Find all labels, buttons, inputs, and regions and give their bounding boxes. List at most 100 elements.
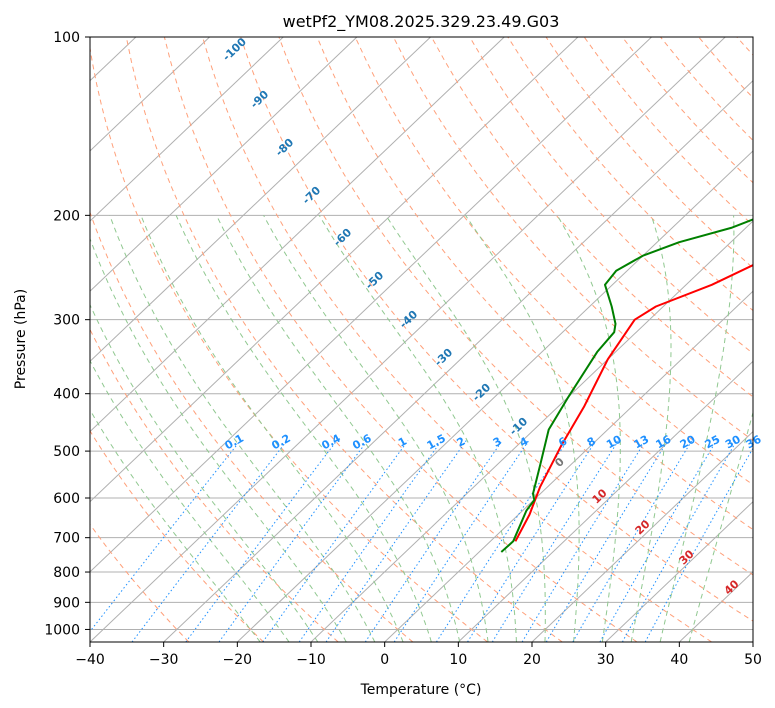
isotherm-line <box>678 571 753 642</box>
isotherm-label: -90 <box>248 88 272 111</box>
dry-adiabat-line <box>698 37 753 99</box>
isotherm-line <box>457 360 753 642</box>
mixing-ratio-line <box>621 440 738 642</box>
x-tick-label: 0 <box>380 652 389 668</box>
dry-adiabat-line <box>736 37 753 56</box>
isotherm-line <box>90 37 726 642</box>
isotherm-label: 10 <box>590 486 610 506</box>
isotherm-line <box>90 37 358 292</box>
mixing-ratio-label: 25 <box>703 433 723 452</box>
isotherm-line <box>605 500 753 642</box>
mixing-ratio-line <box>131 440 288 642</box>
background-lines <box>0 37 753 642</box>
mixing-ratio-line <box>521 440 647 642</box>
mixing-ratio-label: 10 <box>604 432 624 451</box>
moist-adiabat-line <box>556 215 621 642</box>
y-tick-label: 1000 <box>44 622 80 638</box>
x-tick-label: −40 <box>75 652 105 668</box>
moist-adiabat-line <box>90 237 347 642</box>
isotherm-label: -70 <box>300 184 324 207</box>
isotherm-label: -20 <box>470 381 494 404</box>
x-tick-label: −20 <box>223 652 253 668</box>
moist-adiabat-line <box>90 359 290 642</box>
moist-adiabat-line <box>175 215 432 642</box>
isotherm-label: -80 <box>273 136 297 159</box>
chart-title: wetPf2_YM08.2025.329.23.49.G03 <box>283 12 560 32</box>
mixing-ratio-line <box>545 440 669 642</box>
isotherm-line <box>90 37 652 573</box>
dry-adiabat-line <box>163 37 638 642</box>
mixing-ratio-line <box>364 440 503 642</box>
moist-adiabat-line <box>90 408 261 642</box>
mixing-ratio-label: 30 <box>723 432 743 451</box>
axis-ticks: −40 −30 −20 −10 0 10 20 30 40 5010020030040050060… <box>44 30 762 668</box>
x-tick-label: 40 <box>670 652 688 668</box>
isotherm-label: -40 <box>397 308 421 331</box>
moist-adiabat-line <box>465 215 580 642</box>
y-tick-label: 600 <box>53 491 80 507</box>
x-tick-label: 10 <box>449 652 467 668</box>
dry-adiabat-line <box>621 37 753 184</box>
isotherm-label: -60 <box>331 226 355 249</box>
mixing-ratio-line <box>185 440 338 642</box>
dry-adiabat-line <box>660 37 753 142</box>
isotherm-line <box>0 37 62 642</box>
isotherm-line <box>90 37 210 152</box>
mixing-ratio-label: 8 <box>585 434 598 449</box>
mixing-ratio-line <box>644 447 753 642</box>
mixing-ratio-label: 20 <box>678 432 698 451</box>
moist-adiabat-line <box>318 215 517 642</box>
dry-adiabat-line <box>240 37 753 622</box>
dry-adiabat-line <box>583 37 753 226</box>
y-tick-label: 400 <box>53 387 80 403</box>
mixing-ratio-line <box>491 440 619 642</box>
isotherm-label: 40 <box>722 577 742 597</box>
dry-adiabat-line <box>90 45 488 642</box>
dry-adiabat-line <box>90 211 414 642</box>
moist-adiabat-line <box>659 215 735 642</box>
mixing-ratio-line <box>572 440 693 642</box>
isotherm-line <box>163 80 753 642</box>
temperature-line <box>514 264 753 542</box>
mixing-ratio-line <box>298 440 443 642</box>
dry-adiabat-line <box>90 328 339 642</box>
x-tick-label: −30 <box>149 652 179 668</box>
mixing-ratio-line <box>218 440 368 642</box>
isotherm-line <box>90 37 579 503</box>
x-tick-label: 20 <box>523 652 541 668</box>
y-tick-label: 300 <box>53 313 80 329</box>
isotherm-line <box>90 37 505 433</box>
y-tick-label: 500 <box>53 444 80 460</box>
isotherm-line <box>384 290 753 642</box>
isotherm-label: -30 <box>432 346 456 369</box>
dry-adiabat-line <box>125 37 563 642</box>
isotherm-line <box>531 430 753 642</box>
moist-adiabat-line <box>263 215 489 642</box>
mixing-ratio-label: 1 <box>396 434 409 449</box>
mixing-ratio-label: 13 <box>632 433 652 452</box>
dry-adiabat-line <box>90 429 264 642</box>
isotherm-label: 0 <box>552 455 567 470</box>
isotherm-line <box>236 150 753 642</box>
moist-adiabat-line <box>688 410 753 642</box>
y-tick-label: 900 <box>53 595 80 611</box>
mixing-ratio-label: 4 <box>517 434 530 449</box>
mixing-ratio-label: 1.5 <box>425 432 448 453</box>
isotherm-line <box>90 37 284 222</box>
mixing-ratio-line <box>90 440 241 633</box>
dewpoint-line <box>500 218 753 553</box>
dry-adiabat-line <box>354 37 753 486</box>
dry-adiabat-line <box>202 37 712 642</box>
y-tick-label: 700 <box>53 531 80 547</box>
dry-adiabat-line <box>392 37 753 442</box>
x-tick-label: −10 <box>296 652 326 668</box>
x-tick-label: 30 <box>597 652 615 668</box>
mixing-ratio-label: 0.2 <box>269 432 292 453</box>
x-axis-label: Temperature (°C) <box>360 682 482 698</box>
x-tick-label: 50 <box>744 652 762 668</box>
y-tick-label: 100 <box>53 30 80 46</box>
isotherm-label: 30 <box>677 547 697 567</box>
y-axis-label: Pressure (hPa) <box>13 289 29 389</box>
mixing-ratio-line <box>393 440 530 642</box>
